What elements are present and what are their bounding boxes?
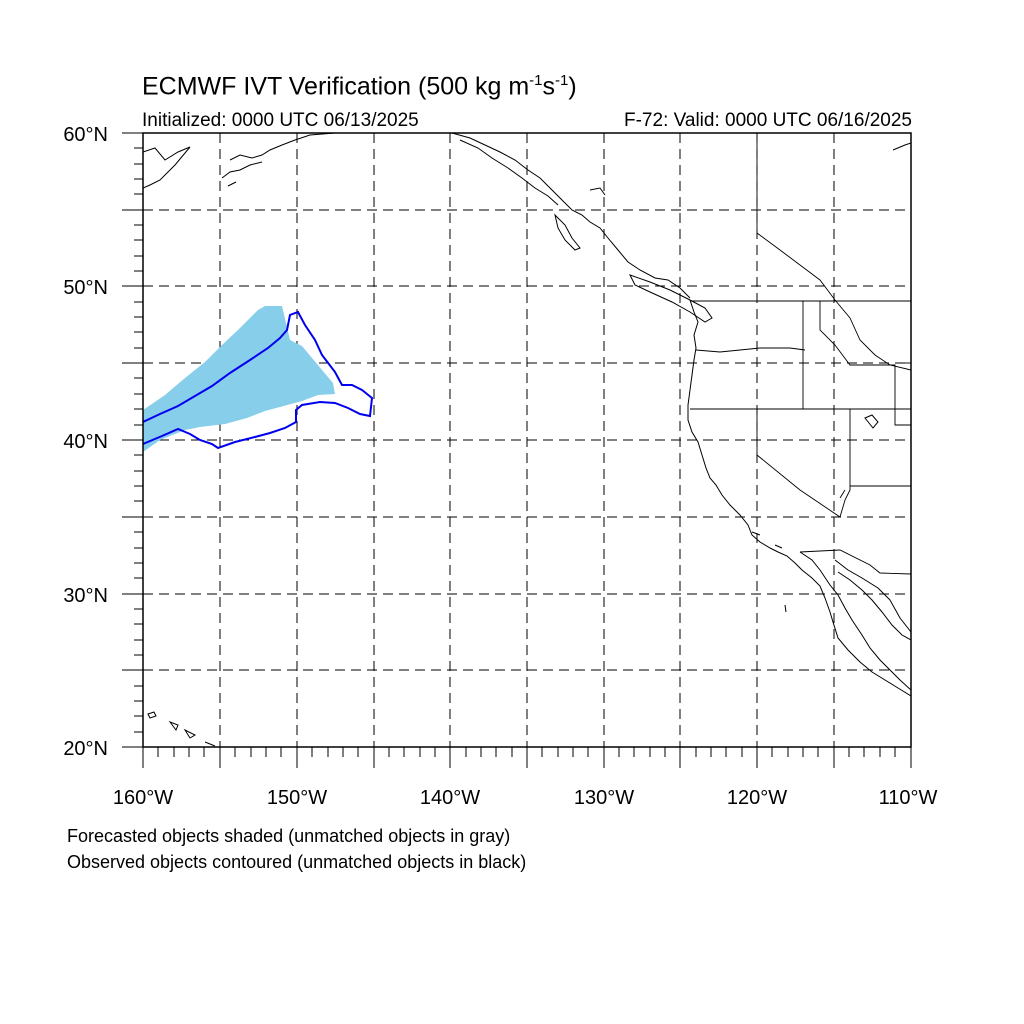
political-boundaries (690, 133, 911, 575)
graticule (143, 133, 911, 747)
valid-time-label: F-72: Valid: 0000 UTC 06/16/2025 (624, 110, 912, 131)
title-text: ECMWF IVT Verification (500 kg m (142, 72, 530, 101)
chart-title: ECMWF IVT Verification (500 kg m-1s-1) (142, 72, 577, 101)
coastlines (143, 133, 911, 747)
lat-label-60n: 60°N (63, 124, 108, 146)
lat-label-40n: 40°N (63, 431, 108, 453)
lat-label-30n: 30°N (63, 585, 108, 607)
title-exponent-1: -1 (529, 72, 543, 89)
observed-ivt-contour (143, 310, 374, 450)
lon-label-130w: 130°W (574, 787, 634, 809)
lat-label-20n: 20°N (63, 738, 108, 760)
observed-legend-note: Observed objects contoured (unmatched ob… (67, 852, 527, 872)
title-unit-s: s (542, 72, 556, 101)
title-close: ) (568, 72, 577, 101)
lon-label-150w: 150°W (267, 787, 327, 809)
axis-ticks (122, 132, 912, 768)
lon-label-120w: 120°W (727, 787, 787, 809)
lon-label-160w: 160°W (113, 787, 173, 809)
lon-label-140w: 140°W (420, 787, 480, 809)
initialized-label: Initialized: 0000 UTC 06/13/2025 (142, 110, 419, 131)
lat-label-50n: 50°N (63, 277, 108, 299)
lon-label-110w: 110°W (879, 787, 938, 809)
title-exponent-2: -1 (555, 72, 569, 89)
forecast-legend-note: Forecasted objects shaded (unmatched obj… (67, 826, 511, 846)
forecast-ivt-object (143, 306, 335, 452)
